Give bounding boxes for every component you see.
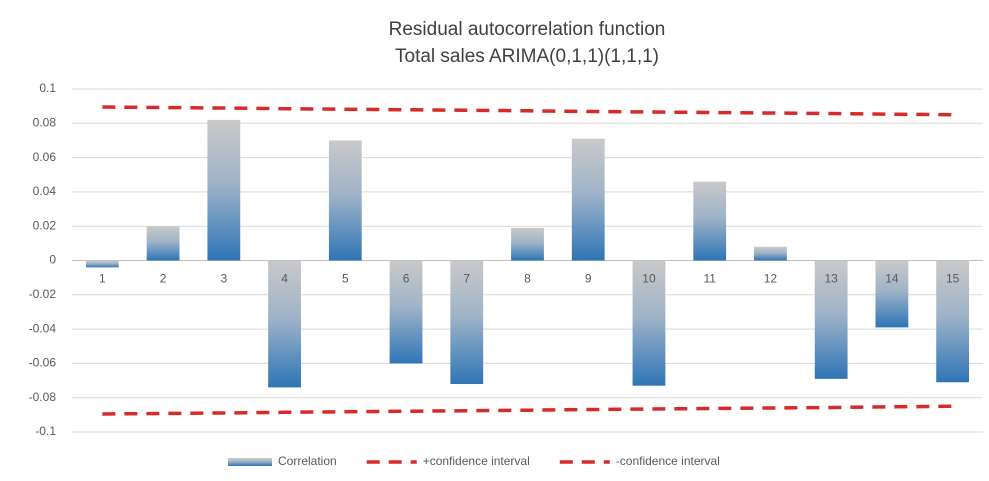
bar — [389, 260, 423, 364]
x-tick-label: 10 — [642, 272, 656, 286]
bar — [207, 119, 241, 261]
y-tick-label: 0.08 — [33, 115, 57, 129]
legend-label: -confidence interval — [616, 454, 720, 468]
confidence-line — [102, 105, 953, 117]
chart-subtitle: Total sales ARIMA(0,1,1)(1,1,1) — [395, 46, 659, 67]
bar — [754, 246, 787, 261]
x-tick-label: 9 — [585, 272, 592, 286]
y-tick-label: 0.06 — [33, 150, 57, 164]
bar — [936, 260, 970, 383]
y-tick-label: 0 — [49, 253, 56, 267]
x-tick-label: 15 — [946, 272, 960, 286]
x-tick-label: 2 — [160, 272, 167, 286]
x-tick-label: 8 — [524, 272, 531, 286]
bar — [146, 226, 180, 261]
y-tick-label: -0.08 — [29, 390, 57, 404]
bar — [268, 260, 301, 388]
y-tick-label: -0.06 — [29, 356, 57, 370]
bar — [571, 138, 605, 261]
x-tick-label: 3 — [220, 272, 227, 286]
x-tick-label: 11 — [703, 272, 716, 286]
y-tick-label: 0.04 — [33, 184, 57, 198]
y-tick-label: -0.1 — [35, 424, 56, 438]
bar — [693, 181, 727, 261]
y-tick-label: 0.02 — [33, 218, 57, 232]
x-tick-label: 5 — [342, 272, 349, 286]
bar — [511, 227, 544, 261]
x-tick-label: 6 — [403, 272, 410, 286]
bar — [450, 260, 484, 384]
x-tick-label: 13 — [824, 272, 838, 286]
chart-title: Residual autocorrelation function — [389, 19, 666, 40]
x-tick-label: 4 — [281, 272, 288, 286]
x-tick-label: 1 — [99, 272, 106, 286]
y-tick-label: 0.1 — [39, 81, 56, 95]
legend-label: Correlation — [278, 454, 337, 468]
x-tick-label: 14 — [885, 272, 899, 286]
y-tick-label: -0.04 — [29, 321, 57, 335]
bar — [85, 260, 119, 268]
bar — [875, 260, 909, 328]
x-tick-label: 12 — [764, 272, 778, 286]
bar — [632, 260, 666, 386]
bar — [328, 140, 362, 261]
legend-label: +confidence interval — [423, 454, 530, 468]
bar — [814, 260, 848, 379]
confidence-line — [102, 404, 953, 416]
legend-swatch — [228, 458, 272, 466]
y-tick-label: -0.02 — [29, 287, 57, 301]
x-tick-label: 7 — [463, 272, 470, 286]
